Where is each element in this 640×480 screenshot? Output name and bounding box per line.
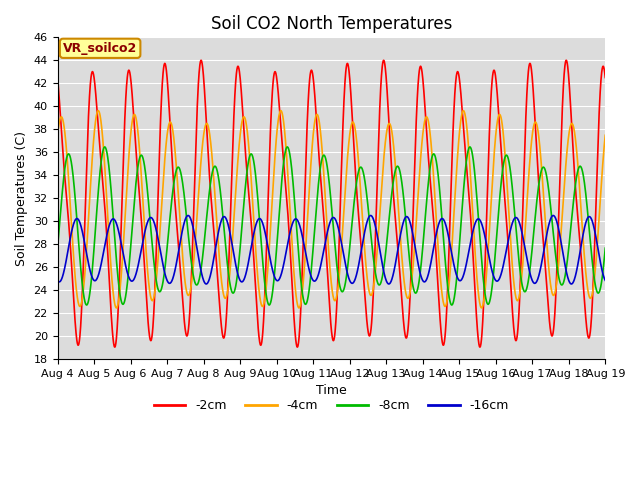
X-axis label: Time: Time [316,384,347,397]
Y-axis label: Soil Temperatures (C): Soil Temperatures (C) [15,131,28,265]
Text: VR_soilco2: VR_soilco2 [63,42,137,55]
Title: Soil CO2 North Temperatures: Soil CO2 North Temperatures [211,15,452,33]
Legend: -2cm, -4cm, -8cm, -16cm: -2cm, -4cm, -8cm, -16cm [148,394,514,417]
